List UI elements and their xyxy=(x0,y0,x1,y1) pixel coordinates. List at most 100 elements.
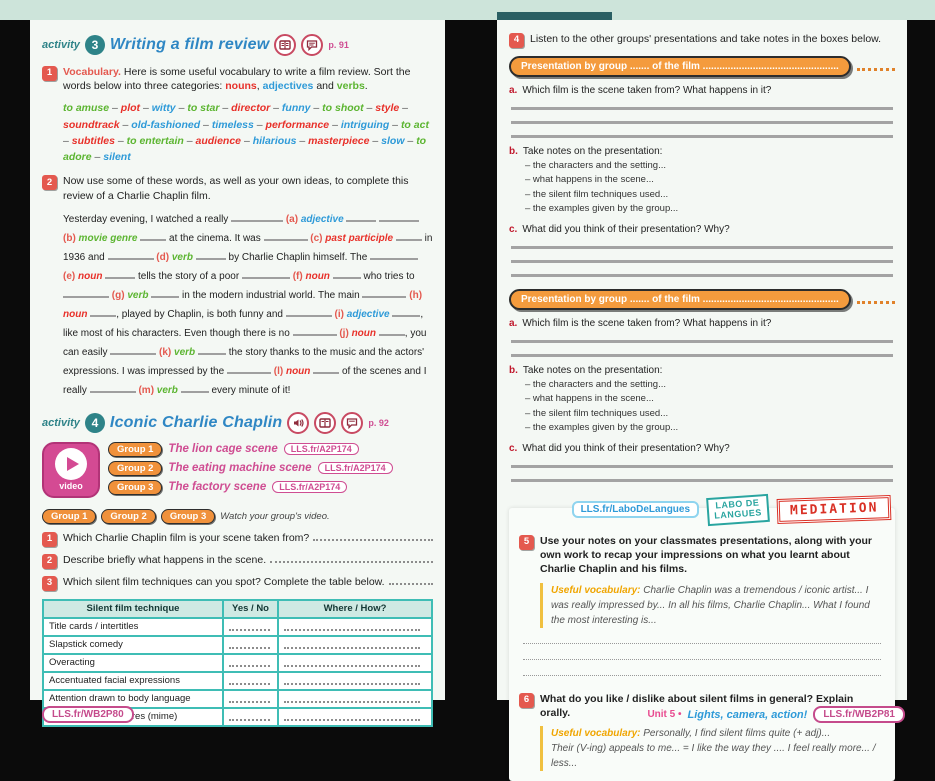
yes-no-cell[interactable] xyxy=(222,652,279,673)
gap-blank[interactable] xyxy=(140,232,167,241)
step-text: Describe briefly what happens in the sce… xyxy=(63,553,267,566)
unit-title: Lights, camera, action! xyxy=(687,708,808,721)
top-decorative-strip xyxy=(0,0,935,20)
item-c-text: What did you think of their presentation… xyxy=(522,224,730,235)
film-review-gapfill[interactable]: Yesterday evening, I watched a really (a… xyxy=(63,213,433,396)
prompt-line: – the silent film techniques used... xyxy=(525,188,669,200)
workbook-page-link[interactable]: LLS.fr/WB2P80 xyxy=(42,706,134,723)
where-how-cell[interactable] xyxy=(277,616,433,637)
writing-line[interactable] xyxy=(511,354,893,357)
answer-line[interactable] xyxy=(270,553,433,563)
group-3-chip: Group 3 xyxy=(160,508,216,524)
gap-blank[interactable] xyxy=(197,346,226,355)
gap-blank[interactable] xyxy=(89,384,136,393)
prompt-line: – the examples given by the group... xyxy=(525,421,679,433)
unit-label: Unit 5 • xyxy=(647,709,682,720)
video-badge[interactable]: video xyxy=(42,441,100,498)
yes-no-cell[interactable] xyxy=(222,634,279,655)
answer-line[interactable] xyxy=(388,575,433,585)
gap-blank[interactable] xyxy=(151,289,180,298)
gap-blank[interactable] xyxy=(63,289,109,298)
activity4-label: activity xyxy=(42,416,80,429)
gap-blank[interactable] xyxy=(378,327,405,336)
writing-line[interactable] xyxy=(511,246,893,249)
activity3-title: Writing a film review xyxy=(109,36,270,53)
vocabulary-word: slow xyxy=(381,135,416,147)
where-how-cell[interactable] xyxy=(277,652,433,673)
activity3-header: activity 3 Writing a film review p. 91 xyxy=(42,34,433,56)
gap-blank[interactable] xyxy=(110,346,157,355)
writing-line[interactable] xyxy=(511,340,893,343)
writing-line[interactable] xyxy=(511,107,893,110)
prompt-line: – what happens in the scene... xyxy=(525,393,654,405)
workbook-page-link[interactable]: LLS.fr/WB2P81 xyxy=(813,706,905,723)
gap-blank[interactable] xyxy=(346,213,377,222)
gap-blank[interactable] xyxy=(195,251,226,260)
gap-blank[interactable] xyxy=(226,365,271,374)
yes-no-cell[interactable] xyxy=(222,670,279,691)
group-3-link[interactable]: LLS.fr/A2P174 xyxy=(272,481,348,494)
writing-line[interactable] xyxy=(511,135,893,138)
yes-no-cell[interactable] xyxy=(222,706,279,727)
vocabulary-word: witty xyxy=(152,102,188,114)
where-how-cell[interactable] xyxy=(277,670,433,691)
play-icon[interactable] xyxy=(55,448,87,481)
gap-blank[interactable] xyxy=(332,270,361,279)
gap-blank[interactable] xyxy=(379,213,420,222)
gap-blank[interactable] xyxy=(313,365,340,374)
writing-line[interactable] xyxy=(511,479,893,482)
item-c-text: What did you think of their presentation… xyxy=(522,443,730,454)
presentation-block-1: Presentation by group ....... of the fil… xyxy=(509,56,895,277)
activity4-step-3: 3 Which silent film techniques can you s… xyxy=(42,575,433,591)
step4-number: 4 xyxy=(509,33,524,48)
writing-line[interactable] xyxy=(511,465,893,468)
gap-blank[interactable] xyxy=(392,308,421,317)
step1-text: Vocabulary. Here is some useful vocabula… xyxy=(63,66,411,93)
gap-blank[interactable] xyxy=(292,327,337,336)
step-text: Which silent film techniques can you spo… xyxy=(63,575,385,588)
presentation-banner[interactable]: Presentation by group ....... of the fil… xyxy=(509,289,851,310)
writing-line-dotted[interactable] xyxy=(523,628,881,644)
where-how-cell[interactable] xyxy=(277,688,433,709)
step4-row: 4 Listen to the other groups' presentati… xyxy=(509,32,895,48)
banner-dotted-line xyxy=(856,63,895,71)
writing-line-dotted[interactable] xyxy=(523,644,881,660)
vocabulary-word: to star xyxy=(187,102,231,114)
gap-blank[interactable] xyxy=(370,251,419,260)
where-how-cell[interactable] xyxy=(277,634,433,655)
item-c-label: c. xyxy=(509,443,518,454)
category-verbs: verbs xyxy=(336,80,365,93)
vocabulary-word: hilarious xyxy=(253,135,308,147)
gap-blank[interactable] xyxy=(395,232,422,241)
writing-line-dotted[interactable] xyxy=(523,660,881,676)
yes-no-cell[interactable] xyxy=(222,688,279,709)
activity4-step-1: 1 Which Charlie Chaplin film is your sce… xyxy=(42,531,433,547)
activity3-step2: 2 Now use some of these words, as well a… xyxy=(42,174,433,202)
gap-blank[interactable] xyxy=(90,308,117,317)
gap-blank[interactable] xyxy=(241,270,290,279)
gap-blank[interactable] xyxy=(105,270,136,279)
group-2-link[interactable]: LLS.fr/A2P174 xyxy=(317,462,393,475)
gap-blank[interactable] xyxy=(231,213,284,222)
gap-blank[interactable] xyxy=(362,289,407,298)
technique-cell: Attention drawn to body language xyxy=(42,688,224,709)
gap-blank[interactable] xyxy=(180,384,209,393)
gap-blank[interactable] xyxy=(285,308,332,317)
presentation-banner[interactable]: Presentation by group ....... of the fil… xyxy=(509,56,851,77)
yes-no-cell[interactable] xyxy=(222,616,279,637)
group-1-link[interactable]: LLS.fr/A2P174 xyxy=(283,443,359,456)
gap-blank[interactable] xyxy=(107,251,154,260)
answer-line[interactable] xyxy=(313,531,433,541)
where-how-cell[interactable] xyxy=(277,706,433,727)
item-c-label: c. xyxy=(509,224,518,235)
col-technique: Silent film technique xyxy=(42,598,224,619)
group-3-scene: The factory scene xyxy=(168,481,267,494)
gap-blank[interactable] xyxy=(263,232,308,241)
writing-line[interactable] xyxy=(511,274,893,277)
group-1-chip: Group 1 xyxy=(42,508,97,524)
step6-row: 6 What do you like / dislike about silen… xyxy=(519,692,885,720)
writing-line[interactable] xyxy=(511,260,893,263)
writing-line[interactable] xyxy=(511,121,893,124)
all-groups-row: Group 1 Group 2 Group 3 Watch your group… xyxy=(42,508,433,524)
labo-de-langues-link[interactable]: LLS.fr/LaboDeLangues xyxy=(571,501,700,519)
